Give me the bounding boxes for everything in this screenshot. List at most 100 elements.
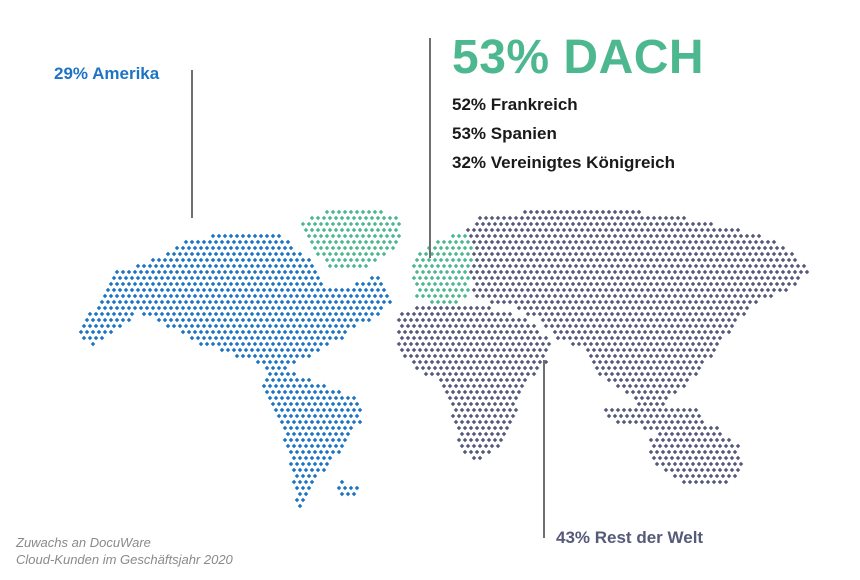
map-dot — [396, 221, 402, 227]
map-dot — [153, 299, 159, 305]
map-dot — [693, 323, 699, 329]
map-dot — [693, 359, 699, 365]
map-dot — [243, 239, 249, 245]
map-dot — [174, 305, 180, 311]
map-dot — [327, 431, 333, 437]
map-dot — [300, 461, 306, 467]
map-dot — [423, 323, 429, 329]
map-dot — [513, 275, 519, 281]
map-dot — [303, 323, 309, 329]
map-dot — [327, 239, 333, 245]
map-dot — [297, 263, 303, 269]
map-dot — [492, 317, 498, 323]
map-dot — [696, 425, 702, 431]
map-dot — [483, 323, 489, 329]
map-dot — [660, 269, 666, 275]
map-dot — [654, 245, 660, 251]
map-dot — [219, 323, 225, 329]
map-dot — [222, 269, 228, 275]
map-dot — [735, 311, 741, 317]
map-dot — [669, 311, 675, 317]
map-dot — [357, 251, 363, 257]
map-dot — [366, 233, 372, 239]
map-dot — [525, 227, 531, 233]
map-dot — [618, 413, 624, 419]
map-dot — [258, 245, 264, 251]
map-dot — [699, 479, 705, 485]
map-dot — [591, 347, 597, 353]
map-dot — [486, 389, 492, 395]
map-dot — [492, 221, 498, 227]
map-dot — [282, 269, 288, 275]
map-dot — [606, 341, 612, 347]
map-dot — [663, 311, 669, 317]
map-dot — [306, 401, 312, 407]
map-dot — [462, 305, 468, 311]
map-dot — [501, 263, 507, 269]
map-dot — [297, 443, 303, 449]
map-dot — [339, 215, 345, 221]
map-dot — [594, 317, 600, 323]
map-dot — [606, 245, 612, 251]
map-dot — [207, 311, 213, 317]
map-dot — [237, 335, 243, 341]
map-dot — [339, 335, 345, 341]
map-dot — [459, 323, 465, 329]
map-dot — [684, 353, 690, 359]
map-dot — [312, 413, 318, 419]
map-dot — [255, 359, 261, 365]
map-dot — [624, 365, 630, 371]
map-dot — [126, 305, 132, 311]
map-dot — [747, 287, 753, 293]
map-dot — [507, 263, 513, 269]
map-dot — [699, 359, 705, 365]
map-dot — [180, 317, 186, 323]
map-dot — [450, 293, 456, 299]
map-dot — [363, 287, 369, 293]
map-dot — [672, 377, 678, 383]
map-dot — [243, 347, 249, 353]
map-dot — [690, 305, 696, 311]
map-dot — [315, 311, 321, 317]
map-dot — [330, 221, 336, 227]
map-dot — [633, 335, 639, 341]
map-dot — [639, 371, 645, 377]
map-dot — [312, 461, 318, 467]
map-dot — [240, 317, 246, 323]
map-dot — [450, 341, 456, 347]
map-dot — [294, 377, 300, 383]
map-dot — [285, 359, 291, 365]
map-dot — [516, 293, 522, 299]
map-dot — [159, 311, 165, 317]
map-dot — [636, 305, 642, 311]
map-dot — [426, 353, 432, 359]
map-dot — [738, 245, 744, 251]
map-dot — [654, 365, 660, 371]
map-dot — [507, 419, 513, 425]
map-dot — [273, 359, 279, 365]
map-dot — [672, 233, 678, 239]
map-dot — [234, 329, 240, 335]
map-dot — [456, 365, 462, 371]
map-dot — [717, 323, 723, 329]
map-dot — [795, 275, 801, 281]
map-dot — [585, 311, 591, 317]
map-dot — [663, 275, 669, 281]
map-dot — [375, 239, 381, 245]
map-dot — [741, 239, 747, 245]
map-dot — [600, 257, 606, 263]
map-dot — [288, 413, 294, 419]
map-dot — [630, 353, 636, 359]
map-dot — [768, 281, 774, 287]
map-dot — [417, 251, 423, 257]
map-dot — [624, 305, 630, 311]
map-dot — [708, 329, 714, 335]
map-dot — [339, 263, 345, 269]
map-dot — [129, 287, 135, 293]
map-dot — [282, 305, 288, 311]
map-dot — [708, 305, 714, 311]
map-dot — [300, 341, 306, 347]
map-dot — [741, 311, 747, 317]
map-dot — [477, 275, 483, 281]
map-dot — [672, 437, 678, 443]
